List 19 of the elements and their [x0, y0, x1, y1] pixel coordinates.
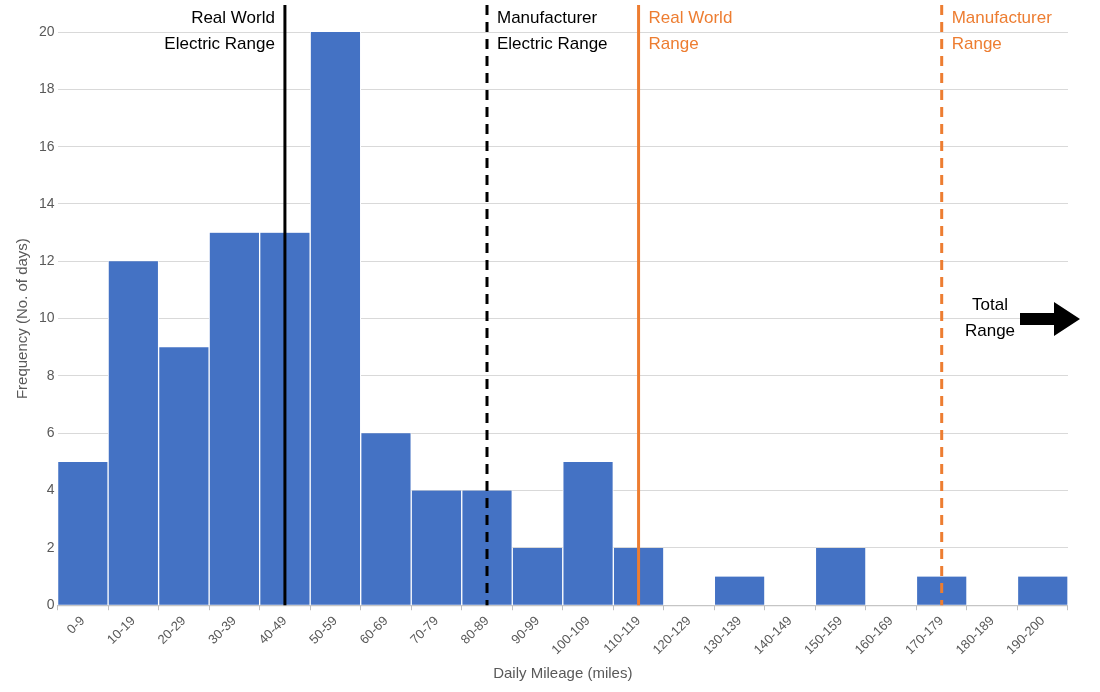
y-tick-label: 14	[38, 194, 55, 211]
y-tick-label: 16	[38, 137, 55, 154]
y-tick-label: 8	[46, 366, 55, 383]
y-tick-label: 4	[46, 481, 55, 498]
y-tick-label: 6	[46, 424, 55, 441]
y-axis-title: Frequency (No. of days)	[13, 238, 31, 400]
x-axis-title: Daily Mileage (miles)	[493, 664, 633, 682]
ref-line-label: Manufacturer Electric Range	[497, 8, 608, 54]
y-tick-label: 0	[46, 596, 55, 613]
x-tick-label: 0-9	[63, 612, 88, 637]
y-tick-label: 10	[38, 309, 55, 326]
y-tick-label: 2	[46, 538, 55, 555]
ref-line-label: Manufacturer Range	[951, 8, 1053, 54]
y-tick-label: 20	[38, 22, 55, 39]
ref-line-label: Real World Electric Range	[164, 8, 275, 54]
y-tick-label: 12	[38, 252, 55, 269]
y-tick-label: 18	[38, 80, 55, 97]
ref-line-label: Real World Range	[648, 8, 733, 54]
annotation: Total Range	[964, 295, 1016, 341]
